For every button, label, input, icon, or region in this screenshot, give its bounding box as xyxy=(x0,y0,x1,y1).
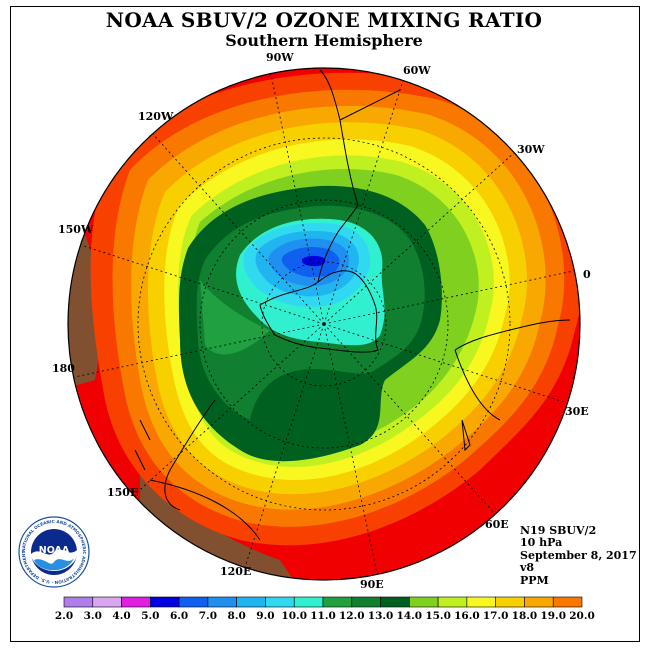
colorbar-swatch xyxy=(437,596,468,608)
colorbar-tick-label: 18.0 xyxy=(511,610,538,622)
colorbar-tick-label: 10.0 xyxy=(281,610,308,622)
colorbar-swatch xyxy=(466,596,496,608)
lon-label-180: 180 xyxy=(52,362,75,375)
lon-label-150w: 150W xyxy=(58,223,94,236)
colorbar-tick-label: 20.0 xyxy=(569,610,595,622)
colorbar xyxy=(63,596,583,608)
colorbar-tick-label: 5.0 xyxy=(141,610,160,622)
colorbar-swatch xyxy=(178,596,209,608)
new-zealand xyxy=(134,419,151,471)
colorbar-swatch xyxy=(351,596,381,608)
colorbar-tick-label: 8.0 xyxy=(227,610,246,622)
logo-text: NOAA xyxy=(39,545,70,556)
contour-band-10b xyxy=(200,280,270,355)
version-text: v8 xyxy=(520,561,535,575)
map-boundary xyxy=(67,67,581,581)
colorbar-swatch xyxy=(63,596,94,608)
colorbar-swatch xyxy=(524,596,554,608)
colorbar-swatch xyxy=(121,596,151,608)
south-america-coastline xyxy=(319,69,401,206)
units-text: PPM xyxy=(520,573,549,587)
map-title: NOAA SBUV/2 OZONE MIXING RATIO xyxy=(105,8,543,32)
lon-label-0: 0 xyxy=(583,268,591,281)
colorbar-swatch xyxy=(495,596,525,608)
colorbar-swatch xyxy=(552,596,583,608)
contour-band-4 xyxy=(302,255,326,267)
data-info: N19 SBUV/2 10 hPa September 8, 2017 v8 P… xyxy=(520,524,637,587)
colorbar-tick-label: 7.0 xyxy=(198,610,218,622)
colorbar-tick-label: 3.0 xyxy=(83,610,102,622)
colorbar-swatch xyxy=(236,596,266,608)
coastlines xyxy=(134,69,571,541)
colorbar-tick-label: 17.0 xyxy=(482,610,509,622)
colorbar-swatch xyxy=(207,596,237,608)
colorbar-tick-label: 4.0 xyxy=(112,610,131,622)
colorbar-swatch xyxy=(150,596,180,608)
lon-label-150e: 150E xyxy=(107,486,139,499)
madagascar xyxy=(461,419,471,452)
colorbar-tick-label: 2.0 xyxy=(54,610,74,622)
colorbar-swatch xyxy=(409,596,439,608)
figure-frame xyxy=(10,6,640,642)
colorbar-tick-label: 11.0 xyxy=(310,610,336,622)
pressure-level-text: 10 hPa xyxy=(520,536,563,550)
colorbar-tick-label: 13.0 xyxy=(367,610,394,622)
lon-label-120e: 120E xyxy=(220,565,252,578)
date-text: September 8, 2017 xyxy=(520,548,637,562)
colorbar-swatch xyxy=(322,596,353,608)
colorbar-tick-label: 12.0 xyxy=(338,610,365,622)
australia-coastline xyxy=(149,399,261,541)
graticule xyxy=(73,73,575,575)
colorbar-tick-label: 15.0 xyxy=(425,610,451,622)
lon-label-30e: 30E xyxy=(565,405,589,418)
colorbar-swatch xyxy=(380,596,410,608)
map-subtitle: Southern Hemisphere xyxy=(225,31,423,50)
lon-label-60w: 60W xyxy=(403,64,431,77)
colorbar-tick-label: 19.0 xyxy=(540,610,567,622)
colorbar-tick-label: 6.0 xyxy=(169,610,189,622)
lon-label-90w: 90W xyxy=(266,51,294,64)
lon-label-120w: 120W xyxy=(138,110,174,123)
colorbar-swatch xyxy=(265,596,295,608)
antarctic-peninsula xyxy=(317,204,359,283)
lon-label-60e: 60E xyxy=(485,518,509,531)
colorbar-tick-label: 14.0 xyxy=(396,610,423,622)
lon-label-90e: 90E xyxy=(360,578,384,591)
colorbar-swatch xyxy=(293,596,324,608)
colorbar-tick-label: 16.0 xyxy=(454,610,480,622)
satellite-text: N19 SBUV/2 xyxy=(520,524,597,537)
noaa-logo: NATIONAL OCEANIC AND ATMOSPHERIC ADMINIS… xyxy=(18,516,90,588)
ozone-field xyxy=(68,68,580,580)
colorbar-swatch xyxy=(92,596,122,608)
colorbar-tick-label: 9.0 xyxy=(256,610,275,622)
lon-label-30w: 30W xyxy=(517,143,545,156)
